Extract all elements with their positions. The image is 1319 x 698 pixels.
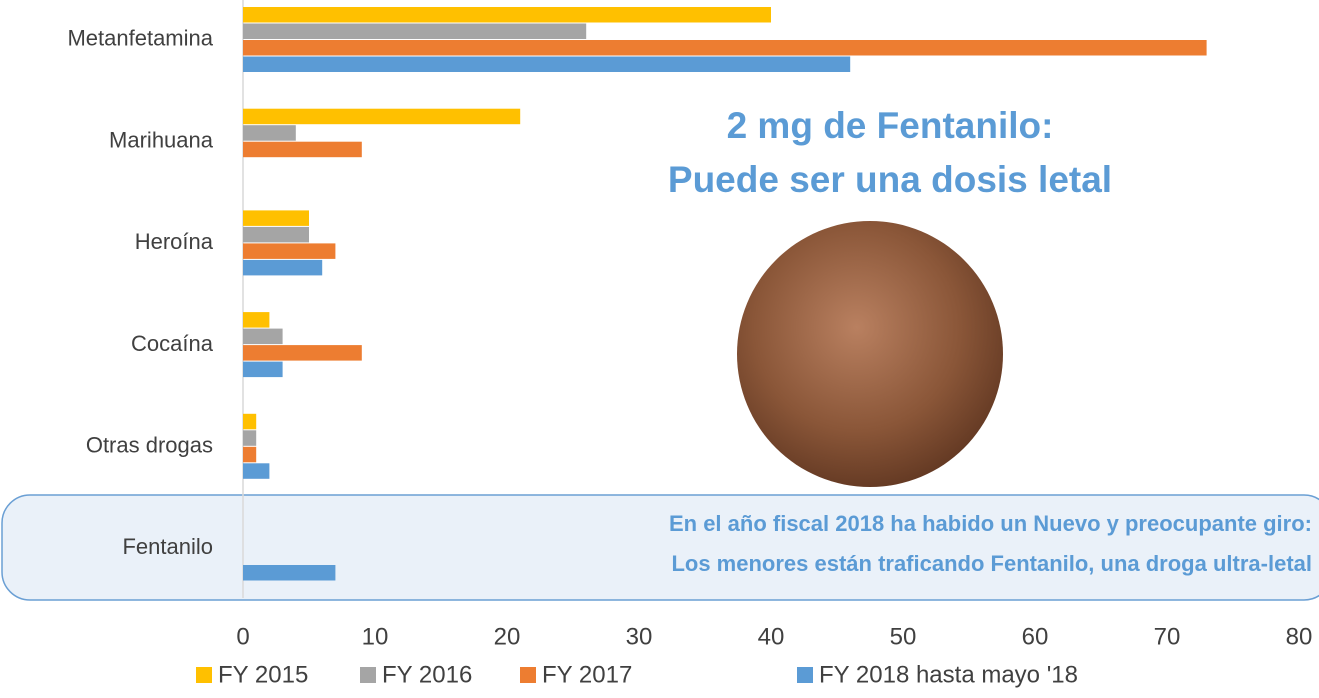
y-tick-label: Marihuana <box>109 127 214 152</box>
bar <box>243 413 257 430</box>
bar <box>243 226 309 243</box>
y-tick-label: Otras drogas <box>86 432 213 457</box>
bar <box>243 463 270 479</box>
bar <box>243 565 336 581</box>
x-tick-label: 40 <box>758 623 785 650</box>
bar <box>243 328 283 345</box>
bar <box>243 56 851 72</box>
legend-label: FY 2016 <box>382 661 472 688</box>
x-tick-label: 80 <box>1286 623 1313 650</box>
bar <box>243 141 362 158</box>
annotation: Los menores están traficando Fentanilo, … <box>671 551 1312 576</box>
annotation: Puede ser una dosis letal <box>668 159 1112 200</box>
legend-label: FY 2017 <box>542 661 632 688</box>
x-tick-label: 50 <box>890 623 917 650</box>
bar <box>243 23 587 39</box>
legend-swatch <box>196 667 212 683</box>
annotation: 2 mg de Fentanilo: <box>727 105 1054 146</box>
x-tick-label: 60 <box>1022 623 1049 650</box>
bar <box>243 345 362 361</box>
bar <box>243 446 257 463</box>
x-tick-label: 20 <box>494 623 521 650</box>
legend-swatch <box>360 667 376 683</box>
bar <box>243 125 296 141</box>
bar <box>243 210 309 226</box>
y-tick-label: Metanfetamina <box>67 26 213 51</box>
y-tick-label: Cocaína <box>131 331 214 356</box>
y-tick-label: Fentanilo <box>122 534 213 559</box>
bar <box>243 108 521 125</box>
bar <box>243 7 771 23</box>
coin-image <box>737 221 1003 487</box>
legend-swatch <box>797 667 813 683</box>
x-tick-label: 0 <box>236 623 249 650</box>
bar <box>243 430 257 446</box>
bar <box>243 40 1207 56</box>
legend-swatch <box>520 667 536 683</box>
bar <box>243 243 336 259</box>
x-tick-label: 10 <box>362 623 389 650</box>
annotation: En el año fiscal 2018 ha habido un Nuevo… <box>669 511 1312 536</box>
legend-label: FY 2015 <box>218 661 308 688</box>
legend-label: FY 2018 hasta mayo '18 <box>819 661 1078 688</box>
bar <box>243 361 283 378</box>
y-tick-label: Heroína <box>135 229 214 254</box>
bar <box>243 312 270 328</box>
bar <box>243 259 323 276</box>
x-tick-label: 70 <box>1154 623 1181 650</box>
x-tick-label: 30 <box>626 623 653 650</box>
